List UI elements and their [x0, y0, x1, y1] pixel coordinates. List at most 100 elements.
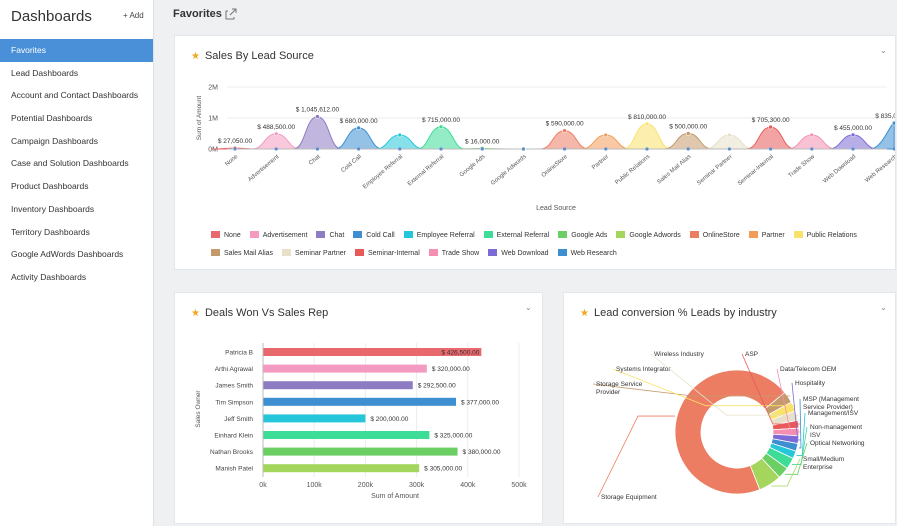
sidebar-item[interactable]: Activity Dashboards	[11, 271, 87, 282]
legend-item[interactable]: Cold Call	[353, 231, 395, 239]
sidebar-item[interactable]: Product Dashboards	[11, 181, 89, 192]
legend-item[interactable]: Employee Referral	[403, 231, 475, 239]
sales-by-lead-source-card: ★ Sales By Lead Source ⌄ 0M 1M 2M Sum of Amo…	[174, 35, 896, 270]
x-tick-label: Google Adwords	[490, 154, 528, 187]
data-point[interactable]	[438, 124, 444, 130]
legend-item[interactable]: Partner	[748, 231, 785, 239]
legend-item[interactable]: None	[211, 231, 241, 239]
sidebar-item[interactable]: Google AdWords Dashboards	[11, 249, 124, 260]
data-point[interactable]	[685, 131, 691, 136]
data-point[interactable]	[727, 132, 732, 138]
legend-swatch	[748, 231, 758, 238]
data-point[interactable]	[809, 132, 815, 138]
legend-item[interactable]: Sales Mail Alias	[211, 249, 273, 257]
data-label: $ 715,000.00	[422, 117, 460, 124]
data-point[interactable]	[315, 114, 320, 119]
legend-item[interactable]: Trade Show	[428, 249, 479, 257]
legend-item[interactable]: Public Relations	[793, 231, 857, 239]
legend-swatch	[355, 249, 364, 256]
legend-label: Google Adwords	[629, 232, 681, 239]
legend-swatch	[403, 231, 413, 238]
slice-label: Data/Telecom OEM	[780, 366, 836, 373]
bar[interactable]	[263, 447, 458, 456]
data-point[interactable]	[891, 120, 895, 126]
legend-label: Google Ads	[571, 232, 608, 239]
bar[interactable]	[263, 431, 430, 439]
legend-label: Partner	[761, 232, 785, 239]
legend-label: Sales Mail Alias	[224, 250, 274, 257]
chevron-down-icon[interactable]: ⌄	[525, 303, 532, 312]
area-series[interactable]	[293, 116, 342, 150]
star-icon[interactable]: ★	[580, 308, 589, 319]
bar[interactable]	[263, 464, 420, 473]
data-point[interactable]	[397, 132, 403, 138]
data-point[interactable]	[273, 131, 279, 137]
external-link-icon[interactable]	[225, 8, 237, 20]
bar[interactable]	[263, 381, 413, 390]
x-tick-label: Web Download	[822, 154, 857, 185]
legend-item[interactable]: Seminar Partner	[282, 249, 346, 257]
area-series[interactable]	[416, 126, 466, 150]
sidebar-item[interactable]: Campaign Dashboards	[11, 135, 98, 146]
data-point[interactable]	[768, 124, 773, 130]
chevron-down-icon[interactable]: ⌄	[880, 303, 887, 312]
legend-item[interactable]: Advertisement	[249, 231, 307, 239]
legend-label: Seminar-Internal	[368, 250, 420, 257]
donut-slice[interactable]	[749, 457, 781, 491]
area-series[interactable]	[664, 132, 713, 150]
x-tick-label: 500k	[511, 482, 527, 489]
sidebar: Dashboards + Add Favorites Lead Dashboard…	[0, 0, 154, 526]
legend-label: Employee Referral	[416, 232, 475, 239]
leader-line	[785, 442, 808, 475]
legend-item[interactable]: Chat	[316, 231, 344, 239]
legend-item[interactable]: Web Download	[488, 249, 549, 257]
legend-swatch	[558, 231, 568, 238]
sidebar-item[interactable]: Account and Contact Dashboards	[11, 90, 139, 101]
area-series[interactable]	[746, 126, 795, 150]
legend-item[interactable]: Google Adwords	[616, 231, 681, 239]
bar[interactable]	[263, 348, 482, 356]
data-label: $ 377,000.00	[461, 399, 499, 406]
area-series[interactable]	[334, 127, 383, 150]
data-point[interactable]	[603, 132, 609, 138]
data-point[interactable]	[644, 121, 650, 127]
card-title: ★ Lead conversion % Leads by industry	[580, 307, 777, 319]
donut-slice[interactable]	[674, 369, 786, 495]
category-label: Einhard Klein	[214, 433, 253, 440]
sidebar-item[interactable]: Inventory Dashboards	[11, 203, 95, 214]
star-icon[interactable]: ★	[191, 308, 200, 319]
sidebar-item[interactable]: Favorites	[0, 39, 153, 62]
legend-item[interactable]: OnlineStore	[689, 231, 740, 239]
legend-swatch	[211, 231, 220, 238]
legend-swatch	[483, 231, 493, 238]
legend-item[interactable]: External Referral	[483, 231, 549, 239]
x-tick-label: None	[224, 154, 239, 168]
sidebar-item[interactable]: Lead Dashboards	[11, 67, 79, 78]
bar[interactable]	[263, 397, 457, 406]
y-tick-label: 0M	[208, 147, 218, 154]
area-series[interactable]	[540, 130, 589, 150]
star-icon[interactable]: ★	[191, 51, 200, 62]
sidebar-item[interactable]: Case and Solution Dashboards	[11, 158, 129, 169]
area-series[interactable]	[622, 123, 672, 150]
bar[interactable]	[263, 414, 366, 423]
area-series[interactable]	[870, 122, 895, 150]
legend-item[interactable]: Seminar-Internal	[355, 249, 420, 257]
data-point[interactable]	[356, 125, 361, 131]
add-dashboard-button[interactable]: + Add	[123, 11, 144, 20]
data-point[interactable]	[562, 128, 567, 134]
sidebar-item[interactable]: Territory Dashboards	[11, 226, 90, 237]
legend-item[interactable]: Web Research	[557, 249, 617, 257]
x-tick-label: 300k	[409, 482, 425, 489]
data-label: $ 16,000.00	[465, 139, 500, 146]
category-label: Jeff Smith	[224, 416, 253, 423]
slice-label: ASP	[745, 351, 758, 358]
legend-swatch	[557, 249, 567, 256]
legend-item[interactable]: Google Ads	[558, 231, 607, 239]
chevron-down-icon[interactable]: ⌄	[880, 46, 887, 55]
sidebar-item[interactable]: Potential Dashboards	[11, 113, 93, 124]
data-point[interactable]	[850, 132, 856, 138]
legend-swatch	[353, 231, 363, 238]
bar[interactable]	[263, 364, 427, 373]
sidebar-list: Favorites Lead Dashboards Account and Cont…	[0, 39, 153, 289]
